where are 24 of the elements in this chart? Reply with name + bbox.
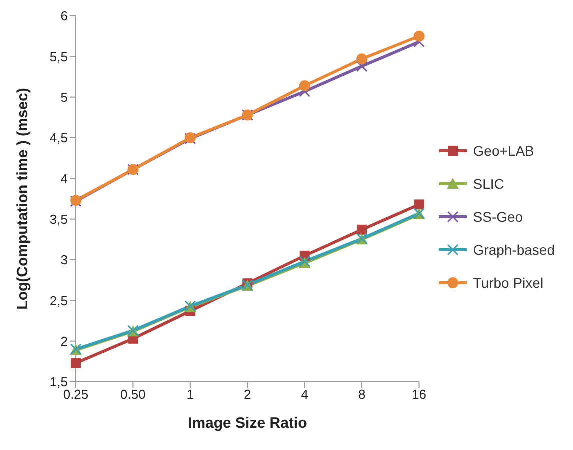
y-tick-label: 5,5 [50,49,68,64]
y-tick-label: 5 [60,90,68,105]
x-tick-label: 0.25 [63,387,89,402]
legend-label: SS-Geo [473,208,524,224]
legend-label: Graph-based [473,242,555,258]
x-tick-label: 8 [358,387,366,402]
y-axis-title: Log(Computation time ) (msec) [14,88,32,310]
y-tick-label: 6 [60,8,68,24]
y-tick-label: 3,5 [50,212,68,227]
x-axis-title: Image Size Ratio [188,415,308,432]
x-tick-label: 1 [186,387,194,402]
y-tick-label: 1,5 [50,374,68,390]
legend-label: Turbo Pixel [473,274,544,290]
y-tick-label: 3 [60,252,68,268]
x-tick-label: 4 [301,387,308,402]
y-tick-label: 2 [60,334,68,349]
x-tick-label: 2 [244,387,252,402]
legend-label: Geo+LAB [473,142,534,158]
x-tick-label: 0.50 [120,387,146,402]
y-tick-label: 4,5 [50,130,68,146]
legend-label: SLIC [473,176,504,192]
y-tick-label: 2,5 [50,293,68,308]
x-tick-label: 16 [412,387,427,402]
y-tick-label: 4 [60,171,68,186]
